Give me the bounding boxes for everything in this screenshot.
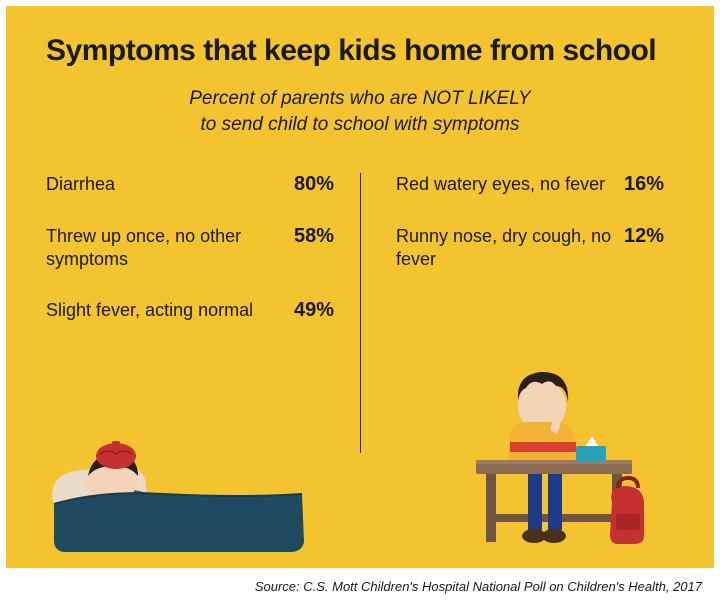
stat-row: Runny nose, dry cough, no fever 12% — [396, 225, 664, 272]
sick-child-bed-icon — [42, 424, 312, 554]
stat-label: Runny nose, dry cough, no fever — [396, 225, 624, 272]
stat-row: Diarrhea 80% — [46, 173, 334, 196]
stat-pct: 80% — [294, 173, 334, 196]
column-divider — [360, 173, 361, 453]
stat-pct: 12% — [624, 225, 664, 248]
infographic-card: Symptoms that keep kids home from school… — [6, 6, 714, 568]
subtitle-line1: Percent of parents who are NOT LIKELY — [189, 88, 530, 109]
stat-row: Red watery eyes, no fever 16% — [396, 173, 664, 196]
stat-label: Threw up once, no other symptoms — [46, 225, 294, 272]
stat-pct: 58% — [294, 225, 334, 248]
stat-pct: 16% — [624, 173, 664, 196]
stat-label: Diarrhea — [46, 173, 294, 196]
source-citation: Source: C.S. Mott Children's Hospital Na… — [255, 579, 702, 594]
child-at-desk-icon — [454, 364, 654, 554]
stat-label: Slight fever, acting normal — [46, 299, 294, 322]
stat-pct: 49% — [294, 299, 334, 322]
subtitle: Percent of parents who are NOT LIKELY to… — [46, 86, 674, 137]
stat-label: Red watery eyes, no fever — [396, 173, 624, 196]
stat-row: Threw up once, no other symptoms 58% — [46, 225, 334, 272]
subtitle-line2: to send child to school with symptoms — [201, 114, 520, 135]
title: Symptoms that keep kids home from school — [46, 34, 674, 68]
stat-row: Slight fever, acting normal 49% — [46, 299, 334, 322]
